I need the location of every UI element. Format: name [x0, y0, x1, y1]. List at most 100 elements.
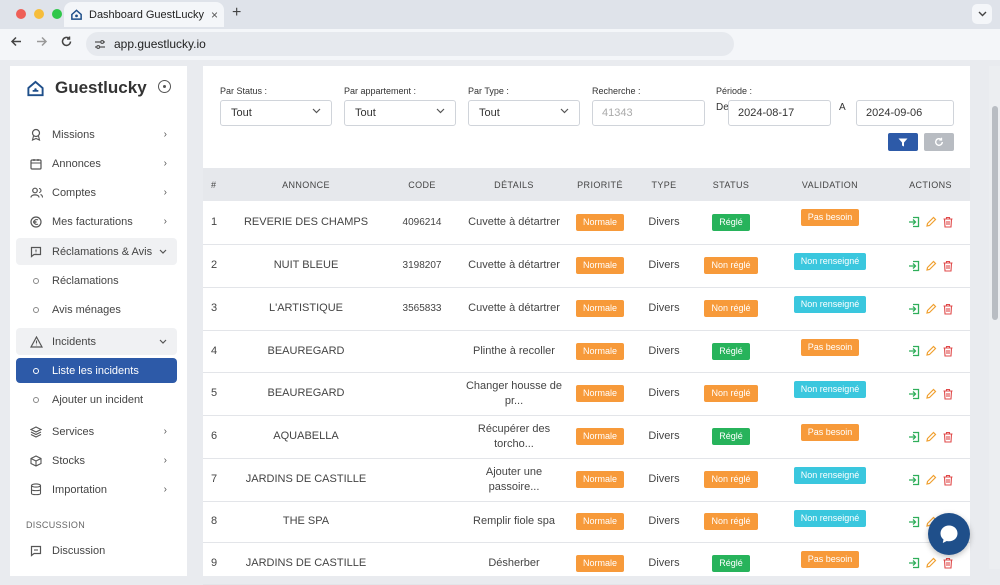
edit-pencil-icon[interactable]	[925, 474, 937, 486]
reload-icon[interactable]	[60, 35, 73, 48]
maximize-window-button[interactable]	[52, 9, 62, 19]
column-header[interactable]: DÉTAILS	[463, 168, 565, 201]
code-cell: 3565833	[381, 287, 463, 331]
filter-button[interactable]	[888, 133, 918, 151]
row-number: 2	[203, 244, 231, 288]
table-row[interactable]: 3 L'ARTISTIQUE 3565833 Cuvette à détartrer N…	[203, 287, 970, 331]
trash-icon[interactable]	[942, 303, 954, 315]
appartement-filter-label: Par appartement :	[344, 86, 417, 96]
sidebar-item-importation[interactable]: Importation ›	[16, 476, 177, 503]
sidebar-item-incidents[interactable]: Incidents	[16, 328, 177, 355]
table-row[interactable]: 8 THE SPA Remplir fiole spa Normale Divers No…	[203, 501, 970, 543]
table-row[interactable]: 9 JARDINS DE CASTILLE Désherber Normale Dive…	[203, 542, 970, 585]
trash-icon[interactable]	[942, 388, 954, 400]
edit-pencil-icon[interactable]	[925, 557, 937, 569]
sidebar-item-missions[interactable]: Missions ›	[16, 121, 177, 148]
chat-button[interactable]	[928, 513, 970, 555]
open-icon[interactable]	[908, 474, 920, 486]
status-cell: Non réglé	[693, 287, 769, 331]
sidebar-subitem-liste-incidents[interactable]: Liste les incidents	[16, 358, 177, 383]
status-cell: Non réglé	[693, 458, 769, 502]
status-filter-select[interactable]: Tout	[220, 100, 332, 126]
table-row[interactable]: 5 BEAUREGARD Changer housse de pr... Normal…	[203, 372, 970, 416]
open-icon[interactable]	[908, 216, 920, 228]
sidebar-item-reclamations-avis[interactable]: Réclamations & Avis	[16, 238, 177, 265]
tab-title: Dashboard GuestLucky | Cre	[89, 8, 207, 21]
open-icon[interactable]	[908, 388, 920, 400]
priority-badge: Normale	[575, 257, 624, 274]
trash-icon[interactable]	[942, 474, 954, 486]
validation-cell: Non renseigné	[769, 501, 891, 543]
trash-icon[interactable]	[942, 557, 954, 569]
date-from-input[interactable]: 2024-08-17	[728, 100, 831, 126]
edit-pencil-icon[interactable]	[925, 388, 937, 400]
column-header[interactable]: TYPE	[635, 168, 693, 201]
open-icon[interactable]	[908, 516, 920, 528]
address-bar[interactable]: app.guestlucky.io	[86, 32, 734, 56]
site-settings-icon[interactable]	[94, 39, 106, 50]
validation-badge: Pas besoin	[800, 338, 860, 356]
code-cell	[381, 372, 463, 416]
database-icon	[28, 483, 44, 496]
close-window-button[interactable]	[16, 9, 26, 19]
type-cell: Divers	[635, 501, 693, 543]
open-icon[interactable]	[908, 303, 920, 315]
open-icon[interactable]	[908, 431, 920, 443]
tab-list-button[interactable]	[972, 4, 992, 24]
open-icon[interactable]	[908, 557, 920, 569]
browser-tab[interactable]: Dashboard GuestLucky | Cre ×	[64, 2, 224, 27]
reset-button[interactable]	[924, 133, 954, 151]
sidebar-item-discussion[interactable]: Discussion	[16, 537, 177, 564]
actions-cell	[891, 201, 970, 245]
table-row[interactable]: 2 NUIT BLEUE 3198207 Cuvette à détartrer Nor…	[203, 244, 970, 288]
new-tab-button[interactable]: +	[232, 4, 242, 21]
table-row[interactable]: 4 BEAUREGARD Plinthe à recoller Normale Dive…	[203, 330, 970, 373]
open-icon[interactable]	[908, 260, 920, 272]
type-filter-select[interactable]: Tout	[468, 100, 580, 126]
column-header[interactable]: ANNONCE	[231, 168, 381, 201]
column-header[interactable]: #	[203, 168, 231, 201]
table-row[interactable]: 1 REVERIE DES CHAMPS 4096214 Cuvette à déta…	[203, 201, 970, 245]
trash-icon[interactable]	[942, 345, 954, 357]
trash-icon[interactable]	[942, 260, 954, 272]
column-header[interactable]: VALIDATION	[769, 168, 891, 201]
edit-pencil-icon[interactable]	[925, 216, 937, 228]
tab-close-icon[interactable]: ×	[210, 7, 218, 22]
edit-pencil-icon[interactable]	[925, 431, 937, 443]
open-icon[interactable]	[908, 345, 920, 357]
sidebar-item-services[interactable]: Services ›	[16, 418, 177, 445]
date-to-input[interactable]: 2024-09-06	[856, 100, 954, 126]
sidebar-toggle-button[interactable]	[158, 80, 171, 93]
priority-badge: Normale	[575, 300, 624, 317]
minimize-window-button[interactable]	[34, 9, 44, 19]
status-badge: Non réglé	[704, 385, 758, 402]
validation-cell: Pas besoin	[769, 542, 891, 585]
trash-icon[interactable]	[942, 216, 954, 228]
edit-pencil-icon[interactable]	[925, 303, 937, 315]
forward-icon[interactable]	[35, 35, 48, 48]
table-row[interactable]: 6 AQUABELLA Récupérer des torcho... Normale…	[203, 415, 970, 459]
appartement-filter-select[interactable]: Tout	[344, 100, 456, 126]
sidebar-subitem-reclamations[interactable]: Réclamations	[16, 267, 177, 294]
type-cell: Divers	[635, 372, 693, 416]
sidebar-item-annonces[interactable]: Annonces ›	[16, 150, 177, 177]
sidebar-item-comptes[interactable]: Comptes ›	[16, 179, 177, 206]
sidebar-subitem-avis-menages[interactable]: Avis ménages	[16, 296, 177, 323]
edit-pencil-icon[interactable]	[925, 260, 937, 272]
back-icon[interactable]	[10, 35, 23, 48]
annonce-cell: L'ARTISTIQUE	[231, 287, 381, 331]
column-header[interactable]: CODE	[381, 168, 463, 201]
scrollbar-thumb[interactable]	[992, 106, 998, 320]
sidebar-subitem-ajouter-incident[interactable]: Ajouter un incident	[16, 386, 177, 413]
sidebar-item-stocks[interactable]: Stocks ›	[16, 447, 177, 474]
search-input[interactable]: 41343	[592, 100, 705, 126]
trash-icon[interactable]	[942, 431, 954, 443]
sidebar-item-facturations[interactable]: Mes facturations ›	[16, 208, 177, 235]
column-header[interactable]: PRIORITÉ	[565, 168, 635, 201]
table-row[interactable]: 7 JARDINS DE CASTILLE Ajouter une passoire…	[203, 458, 970, 502]
brand[interactable]: Guestlucky	[26, 78, 147, 98]
edit-pencil-icon[interactable]	[925, 345, 937, 357]
priorite-cell: Normale	[565, 330, 635, 373]
column-header[interactable]: STATUS	[693, 168, 769, 201]
bullet-icon	[33, 367, 39, 374]
